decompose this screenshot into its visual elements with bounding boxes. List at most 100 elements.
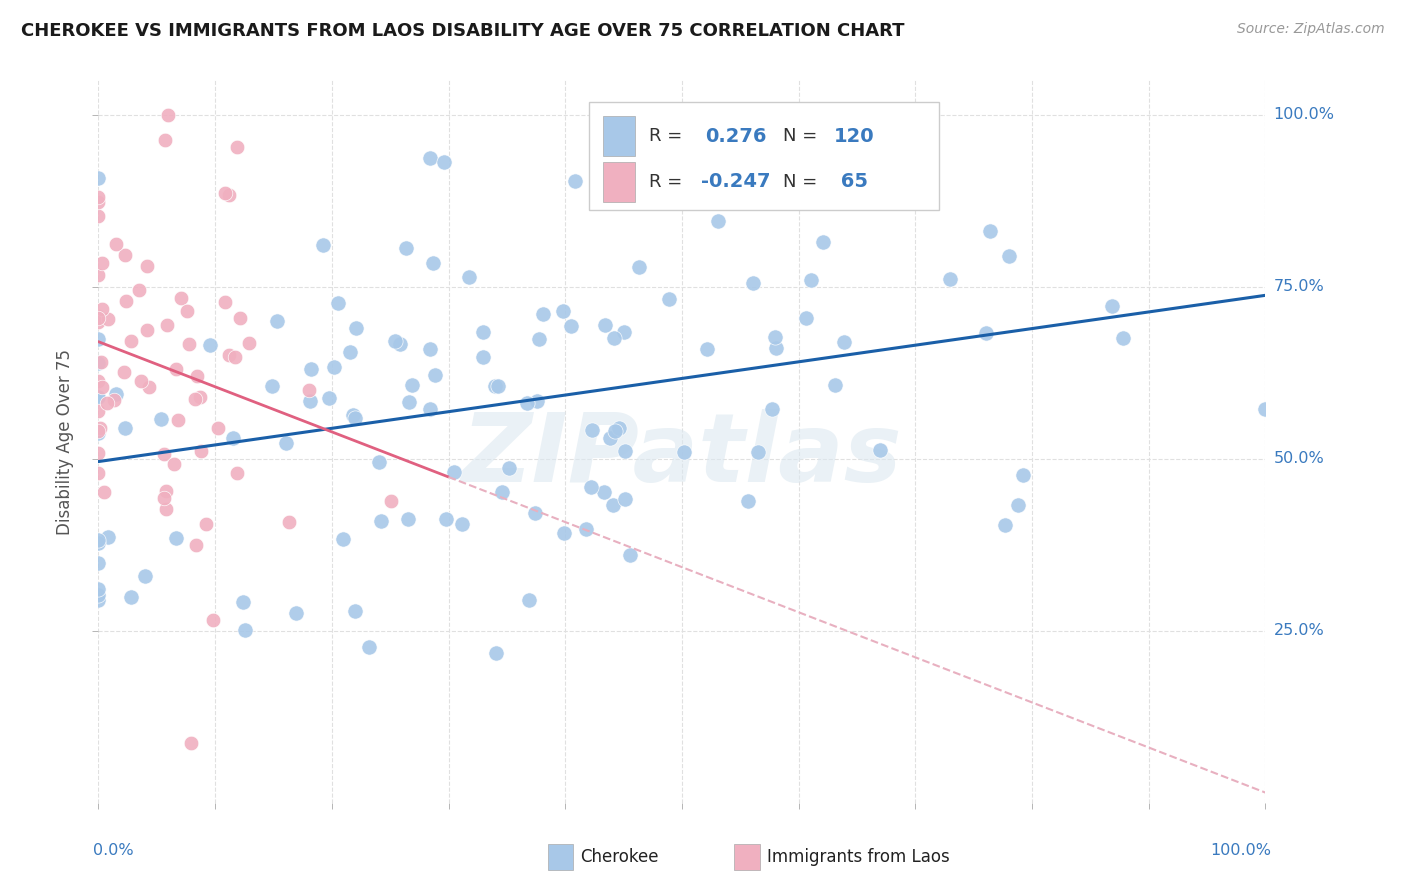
Point bbox=[581, 423, 603, 437]
Point bbox=[443, 465, 465, 479]
Point bbox=[299, 362, 322, 376]
Point bbox=[87, 310, 110, 324]
Point bbox=[150, 412, 173, 426]
Point bbox=[224, 350, 246, 364]
Point bbox=[575, 522, 598, 536]
Text: 25.0%: 25.0% bbox=[1274, 624, 1324, 639]
Point bbox=[531, 307, 554, 321]
Point bbox=[1007, 499, 1029, 513]
Point bbox=[1012, 467, 1035, 482]
Point bbox=[87, 582, 110, 597]
Point bbox=[814, 108, 837, 122]
Point bbox=[232, 595, 254, 609]
Point bbox=[517, 592, 540, 607]
Point bbox=[869, 443, 891, 458]
Point bbox=[114, 248, 136, 262]
Point bbox=[198, 338, 221, 352]
Point bbox=[165, 532, 187, 546]
Point bbox=[207, 420, 229, 434]
Point bbox=[87, 190, 110, 204]
Point bbox=[87, 446, 110, 460]
Point bbox=[824, 378, 846, 392]
Point bbox=[87, 390, 110, 404]
Point bbox=[105, 387, 128, 401]
Point bbox=[166, 413, 188, 427]
Point bbox=[128, 283, 150, 297]
Point bbox=[627, 260, 650, 274]
Point bbox=[233, 623, 256, 637]
Point bbox=[344, 321, 367, 335]
Point bbox=[765, 329, 787, 343]
Point bbox=[498, 461, 520, 475]
Point bbox=[747, 444, 769, 458]
Point bbox=[87, 390, 110, 404]
Point bbox=[112, 365, 135, 379]
Point bbox=[564, 174, 586, 188]
Point bbox=[87, 404, 110, 418]
Point bbox=[607, 421, 630, 435]
Point bbox=[298, 383, 321, 397]
Point bbox=[619, 548, 641, 562]
FancyBboxPatch shape bbox=[603, 162, 636, 202]
Point bbox=[238, 335, 260, 350]
Point bbox=[664, 108, 686, 122]
Point bbox=[180, 735, 202, 749]
Point bbox=[800, 273, 823, 287]
Point bbox=[87, 533, 110, 548]
Point bbox=[380, 493, 402, 508]
Point bbox=[398, 395, 420, 409]
Point bbox=[484, 646, 506, 660]
Point bbox=[218, 348, 240, 362]
Text: 0.276: 0.276 bbox=[706, 127, 766, 145]
Point bbox=[398, 511, 420, 525]
Point bbox=[195, 517, 218, 532]
Point bbox=[841, 142, 863, 156]
Point bbox=[527, 332, 550, 346]
Point bbox=[592, 485, 614, 500]
Point bbox=[614, 491, 637, 506]
Point bbox=[226, 467, 249, 481]
Text: 75.0%: 75.0% bbox=[1274, 279, 1324, 294]
Point bbox=[613, 444, 636, 458]
Point bbox=[163, 457, 186, 471]
Point bbox=[422, 255, 444, 269]
Point bbox=[87, 268, 110, 283]
Text: R =: R = bbox=[650, 173, 688, 191]
Point bbox=[595, 318, 617, 332]
Text: Source: ZipAtlas.com: Source: ZipAtlas.com bbox=[1237, 22, 1385, 37]
Point bbox=[359, 640, 381, 655]
Point bbox=[120, 334, 142, 349]
Point bbox=[274, 436, 297, 450]
Point bbox=[515, 396, 537, 410]
Point bbox=[484, 379, 506, 393]
Point bbox=[395, 241, 418, 255]
Point bbox=[419, 342, 441, 356]
Point bbox=[974, 326, 997, 341]
Point bbox=[612, 325, 634, 339]
Point bbox=[184, 538, 207, 552]
Point bbox=[344, 604, 367, 618]
Point bbox=[486, 378, 509, 392]
Point bbox=[370, 514, 392, 528]
Text: R =: R = bbox=[650, 128, 688, 145]
Point bbox=[388, 337, 411, 351]
Point bbox=[343, 411, 366, 425]
Y-axis label: Disability Age Over 75: Disability Age Over 75 bbox=[56, 349, 75, 534]
Point bbox=[813, 235, 835, 250]
Point bbox=[765, 341, 787, 355]
Point bbox=[471, 325, 494, 339]
Point bbox=[737, 494, 759, 508]
Point bbox=[134, 569, 156, 583]
Text: -0.247: -0.247 bbox=[700, 172, 770, 191]
Point bbox=[458, 269, 481, 284]
Point bbox=[794, 310, 817, 325]
Point bbox=[186, 368, 208, 383]
Point bbox=[87, 556, 110, 570]
Point bbox=[342, 408, 364, 422]
Point bbox=[696, 342, 718, 356]
Point bbox=[998, 249, 1021, 263]
Point bbox=[136, 259, 159, 273]
Point bbox=[87, 356, 110, 370]
Point bbox=[312, 238, 335, 252]
Point bbox=[96, 396, 118, 410]
